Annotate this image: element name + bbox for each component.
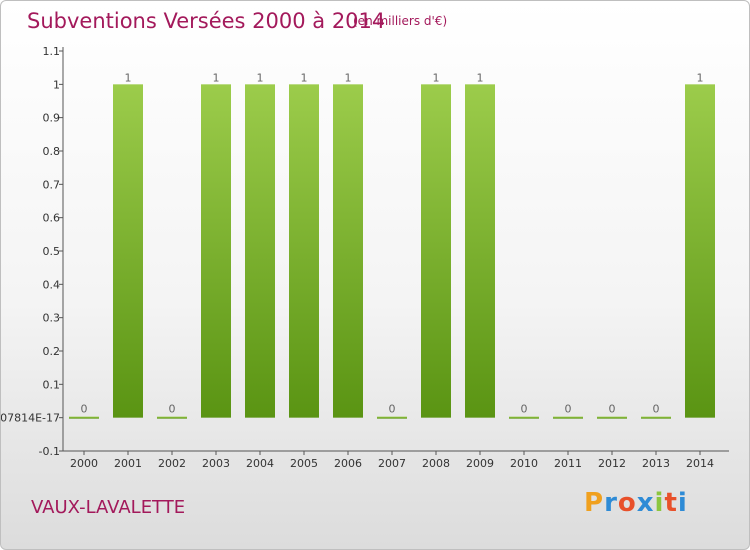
data-label-2003: 1 — [213, 71, 220, 84]
chart-title: Subventions Versées 2000 à 2014 — [27, 9, 386, 33]
chart-unit-label: (en milliers d'€) — [353, 14, 448, 28]
proxiti-logo: Proxiti — [584, 488, 688, 518]
x-tick-label: 2006 — [334, 457, 362, 470]
x-tick-label: 2008 — [422, 457, 450, 470]
bar-2014 — [685, 84, 715, 418]
bar-2013 — [641, 416, 671, 419]
data-label-2001: 1 — [125, 71, 132, 84]
x-tick-label: 2002 — [158, 457, 186, 470]
y-tick-label: 0.2 — [43, 345, 61, 358]
x-tick-label: 2011 — [554, 457, 582, 470]
chart-labels: 2000 0 2001 1 2002 0 2003 1 2004 1 2005 1 2006 1 2007 0… — [70, 71, 714, 470]
x-tick-label: 2013 — [642, 457, 670, 470]
x-tick-label: 2012 — [598, 457, 626, 470]
y-tick-label: 0.8 — [43, 145, 61, 158]
data-label-2009: 1 — [477, 71, 484, 84]
data-label-2002: 0 — [169, 403, 176, 416]
data-label-2006: 1 — [345, 71, 352, 84]
bar-2009 — [465, 84, 495, 418]
bar-2005 — [289, 84, 319, 418]
logo-letter: x — [636, 488, 655, 518]
y-tick-label: 1 — [53, 78, 60, 91]
logo-letter: i — [677, 488, 688, 518]
y-tick-label: 0.6 — [43, 212, 61, 225]
data-label-2005: 1 — [301, 71, 308, 84]
commune-name: VAUX-LAVALETTE — [31, 497, 186, 518]
x-tick-label: 2003 — [202, 457, 230, 470]
x-tick-label: 2010 — [510, 457, 538, 470]
bar-2007 — [377, 416, 407, 419]
data-label-2013: 0 — [653, 403, 660, 416]
y-tick-label: 0.5 — [43, 245, 61, 258]
logo-letter: r — [604, 488, 618, 518]
data-label-2010: 0 — [521, 403, 528, 416]
bar-2006 — [333, 84, 363, 418]
bar-2004 — [245, 84, 275, 418]
y-tick-label: 0.3 — [43, 312, 61, 325]
logo-letter: o — [617, 488, 637, 518]
y-tick-label: 1.1 — [43, 45, 61, 58]
x-tick-label: 2004 — [246, 457, 274, 470]
bar-2008 — [421, 84, 451, 418]
data-label-2008: 1 — [433, 71, 440, 84]
bar-2001 — [113, 84, 143, 418]
y-tick-label: 0.1 — [43, 378, 61, 391]
y-tick-label: -0.1 — [39, 445, 60, 458]
data-label-2011: 0 — [565, 403, 572, 416]
chart-axes: -0.1 1.3877787807814E-17 0.1 0.2 0.3 0.4 0.5 0.… — [1, 45, 729, 458]
bar-2010 — [509, 416, 539, 419]
bar-2002 — [157, 416, 187, 419]
logo-letter: t — [664, 488, 678, 518]
bar-2000 — [69, 416, 99, 419]
data-label-2007: 0 — [389, 403, 396, 416]
y-tick-label: 0.9 — [43, 112, 61, 125]
chart-bars — [69, 84, 715, 419]
bar-2003 — [201, 84, 231, 418]
data-label-2012: 0 — [609, 403, 616, 416]
bar-2011 — [553, 416, 583, 419]
x-tick-label: 2005 — [290, 457, 318, 470]
data-label-2014: 1 — [697, 71, 704, 84]
data-label-2004: 1 — [257, 71, 264, 84]
x-tick-label: 2007 — [378, 457, 406, 470]
y-tick-label: 0.4 — [43, 278, 61, 291]
logo-letter: P — [584, 488, 605, 518]
x-tick-label: 2001 — [114, 457, 142, 470]
y-tick-label: 0.7 — [43, 178, 61, 191]
bar-2012 — [597, 416, 627, 419]
logo-letter: i — [654, 488, 665, 518]
x-tick-label: 2014 — [686, 457, 714, 470]
x-tick-label: 2000 — [70, 457, 98, 470]
y-tick-label: 1.3877787807814E-17 — [1, 412, 60, 425]
data-label-2000: 0 — [81, 403, 88, 416]
x-tick-label: 2009 — [466, 457, 494, 470]
